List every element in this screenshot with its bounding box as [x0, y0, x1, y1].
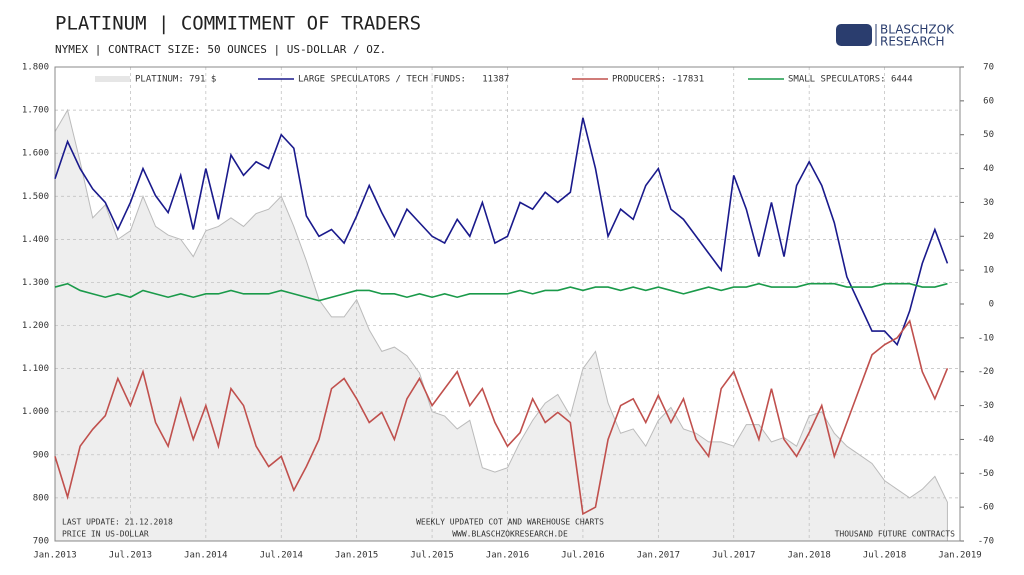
- x-tick-label: Jul.2018: [863, 551, 906, 561]
- y-tick-label: 800: [33, 493, 49, 503]
- y2-tick-label: 0: [989, 300, 994, 310]
- y-tick-label: 1.500: [22, 192, 49, 202]
- y2-tick-label: -50: [978, 469, 994, 479]
- annotation: WEEKLY UPDATED COT AND WAREHOUSE CHARTS: [416, 518, 604, 527]
- logo-text: BLASCHZOK: [880, 23, 955, 37]
- y2-tick-label: -10: [978, 333, 994, 343]
- annotation: WWW.BLASCHZOKRESEARCH.DE: [452, 530, 568, 539]
- x-tick-label: Jan.2018: [787, 551, 830, 561]
- y-tick-label: 1.300: [22, 278, 49, 288]
- y2-tick-label: 60: [983, 96, 994, 106]
- series-line: [54, 117, 949, 347]
- y-tick-label: 1.000: [22, 407, 49, 417]
- y-tick-label: 1.400: [22, 235, 49, 245]
- x-tick-label: Jan.2016: [486, 551, 529, 561]
- x-tick-label: Jan.2015: [335, 551, 378, 561]
- y2-tick-label: 30: [983, 198, 994, 208]
- y2-tick-label: -30: [978, 401, 994, 411]
- x-tick-label: Jan.2019: [938, 551, 981, 561]
- y-tick-label: 1.800: [22, 63, 49, 73]
- x-tick-label: Jan.2014: [184, 551, 227, 561]
- annotation: PRICE IN US-DOLLAR: [62, 530, 149, 539]
- legend-swatch: [95, 76, 130, 82]
- logo-icon: [836, 24, 872, 46]
- y-tick-label: 1.600: [22, 149, 49, 159]
- y2-tick-label: 70: [983, 63, 994, 73]
- y-tick-label: 1.700: [22, 106, 49, 116]
- legend-label: PLATINUM: 791 $: [135, 75, 216, 85]
- logo-text: RESEARCH: [880, 35, 944, 49]
- logo: BLASCHZOK RESEARCH: [836, 23, 955, 49]
- y2-tick-label: -40: [978, 435, 994, 445]
- y-tick-label: 700: [33, 537, 49, 547]
- y2-tick-label: 10: [983, 266, 994, 276]
- y2-tick-label: 20: [983, 232, 994, 242]
- y-tick-label: 1.100: [22, 364, 49, 374]
- x-tick-label: Jan.2017: [637, 551, 680, 561]
- y-tick-label: 900: [33, 450, 49, 460]
- x-tick-label: Jul.2017: [712, 551, 755, 561]
- x-tick-label: Jul.2014: [260, 551, 303, 561]
- plot-frame: [54, 66, 961, 542]
- legend-label: SMALL SPECULATORS: 6444: [788, 75, 913, 85]
- annotation: LAST UPDATE: 21.12.2018: [62, 518, 173, 527]
- y2-tick-label: 50: [983, 130, 994, 140]
- y2-tick-label: -70: [978, 537, 994, 547]
- x-tick-label: Jul.2016: [561, 551, 604, 561]
- x-tick-label: Jul.2015: [410, 551, 453, 561]
- y2-tick-label: 40: [983, 164, 994, 174]
- y2-tick-label: -20: [978, 367, 994, 377]
- series-line: [54, 282, 948, 302]
- legend-label: PRODUCERS: -17831: [612, 75, 704, 85]
- legend-label: LARGE SPECULATORS / TECH FUNDS: 11387: [298, 75, 509, 85]
- chart-title: PLATINUM | COMMITMENT OF TRADERS: [55, 13, 421, 35]
- annotation: THOUSAND FUTURE CONTRACTS: [835, 530, 956, 539]
- chart-subtitle: NYMEX | CONTRACT SIZE: 50 OUNCES | US-DO…: [55, 43, 386, 56]
- y-tick-label: 1.200: [22, 321, 49, 331]
- x-tick-label: Jan.2013: [33, 551, 76, 561]
- y2-tick-label: -60: [978, 503, 994, 513]
- series-line: [54, 319, 949, 516]
- x-tick-label: Jul.2013: [109, 551, 152, 561]
